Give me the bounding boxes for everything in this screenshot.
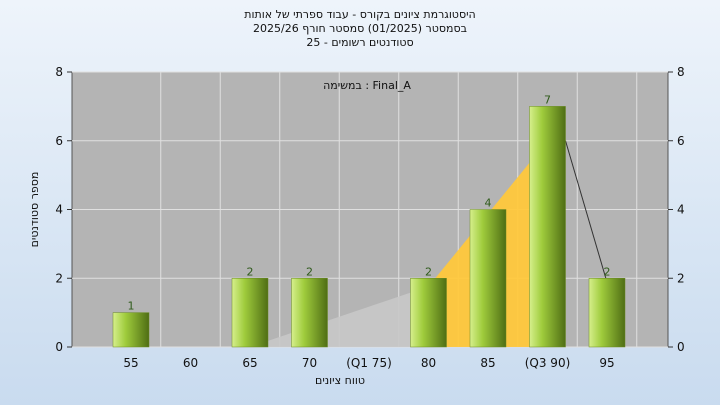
trend-line xyxy=(565,140,608,283)
x-tick-label: (Q3 90) xyxy=(525,356,571,370)
y-tick-label-left: 4 xyxy=(55,203,63,217)
bar xyxy=(231,278,269,348)
x-tick-label: 85 xyxy=(480,356,495,370)
y-tick-label-left: 8 xyxy=(55,65,63,79)
data-label: 2 xyxy=(425,265,432,278)
chart-subtitle-students: סטודנטים רשומים - 25 xyxy=(306,36,414,49)
data-label: 1 xyxy=(128,300,135,313)
y-tick-label-left: 6 xyxy=(55,134,63,148)
chart-subtitle-semester: בסמסטר (01/2025) סמסטר חורף 2025/26 xyxy=(253,22,467,35)
x-tick-label: 55 xyxy=(123,356,138,370)
bar xyxy=(469,209,507,348)
y-axis-title: מספר סטודנטים xyxy=(28,172,41,248)
y-tick-label-right: 2 xyxy=(677,271,685,285)
x-tick-label: 80 xyxy=(421,356,436,370)
bar xyxy=(112,312,150,348)
data-label: 7 xyxy=(544,93,551,106)
y-tick-label-right: 0 xyxy=(677,340,685,354)
bar xyxy=(291,278,328,348)
x-tick-label: 70 xyxy=(302,356,317,370)
x-tick-label: 60 xyxy=(183,356,198,370)
bar xyxy=(529,106,566,348)
y-tick-label-right: 8 xyxy=(677,65,685,79)
annotation-label: Final_A : במשימה xyxy=(323,79,411,92)
x-tick-label: 95 xyxy=(599,356,614,370)
data-label: 2 xyxy=(604,265,611,278)
data-label: 2 xyxy=(306,265,313,278)
bar xyxy=(410,278,447,348)
y-tick-label-left: 2 xyxy=(55,271,63,285)
bar xyxy=(588,278,626,348)
x-tick-label: 65 xyxy=(242,356,257,370)
data-label: 4 xyxy=(485,197,492,210)
chart-title-block: היסטוגרמת ציונים בקורס - עבוד ספרתי של א… xyxy=(0,8,720,50)
chart-title: היסטוגרמת ציונים בקורס - עבוד ספרתי של א… xyxy=(244,8,476,21)
y-tick-label-right: 6 xyxy=(677,134,685,148)
y-tick-label-left: 0 xyxy=(55,340,63,354)
data-label: 2 xyxy=(247,265,254,278)
y-tick-label-right: 4 xyxy=(677,203,685,217)
x-tick-label: (Q1 75) xyxy=(346,356,392,370)
x-axis-title: טווח ציונים xyxy=(315,374,365,387)
